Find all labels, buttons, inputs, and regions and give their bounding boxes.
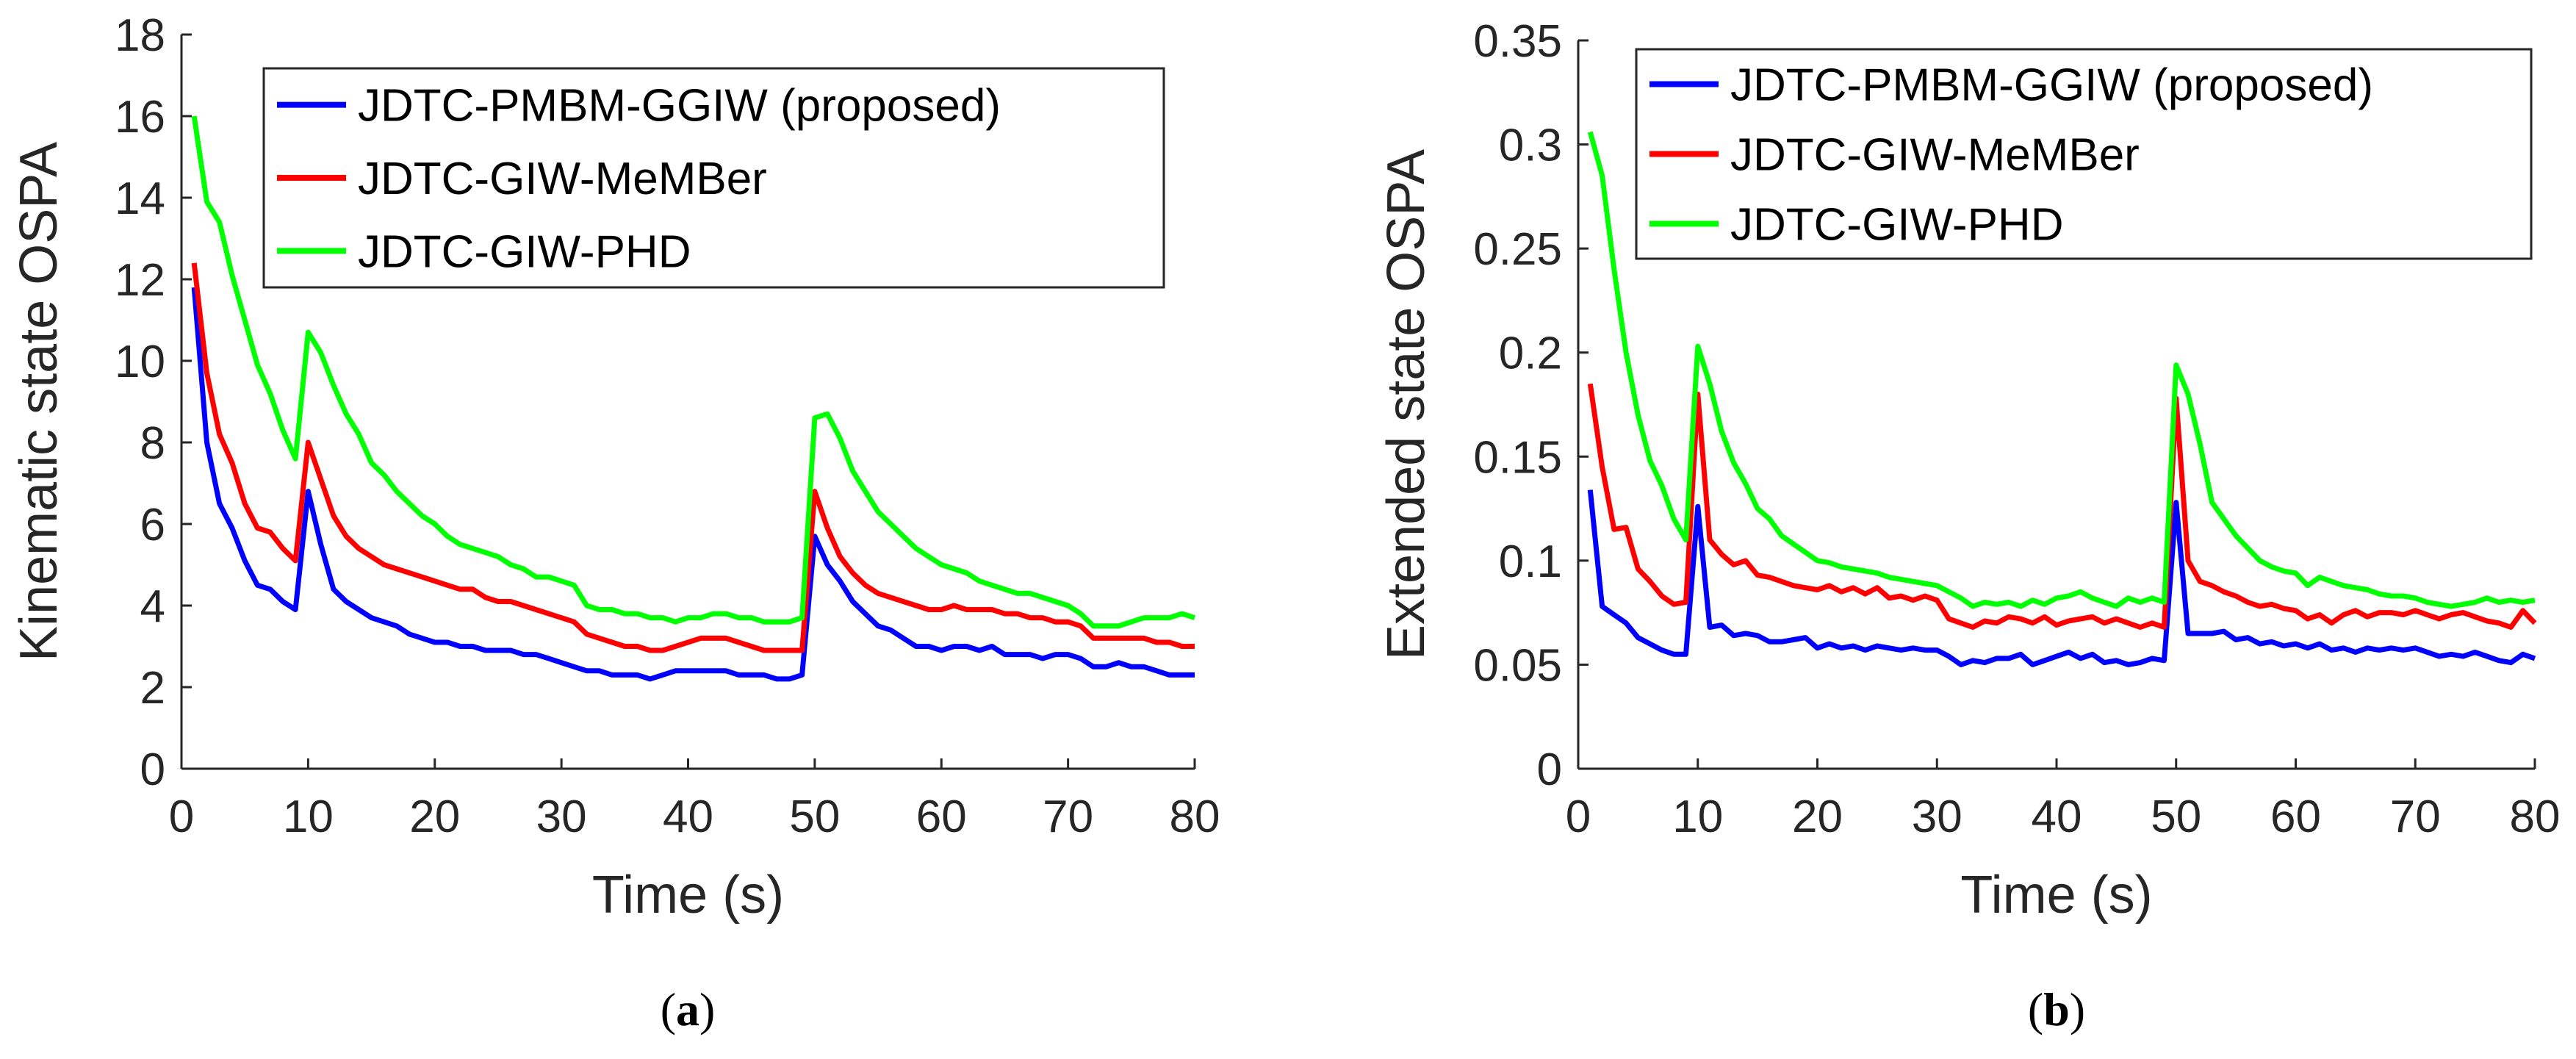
x-tick-label: 80 xyxy=(1170,791,1220,842)
y-tick-label: 10 xyxy=(115,337,165,387)
y-tick-label: 16 xyxy=(115,92,165,143)
x-tick-label: 20 xyxy=(1792,791,1843,842)
x-tick-label: 0 xyxy=(1566,791,1591,842)
panel-b: 0 10 20 30 40 50 60 70 80 0 0.05 0.1 0.15 0.2 0.25 0.3 0… xyxy=(1377,16,2560,1035)
y-tick-label: 6 xyxy=(140,500,165,550)
x-tick-label: 50 xyxy=(789,791,840,842)
x-tick-label: 0 xyxy=(169,791,194,842)
y-tick-label: 0 xyxy=(140,744,165,795)
y-tick-label: 0.15 xyxy=(1473,432,1562,483)
x-tick-label: 30 xyxy=(1912,791,1962,842)
y-tick-label: 18 xyxy=(115,10,165,61)
x-tick-label: 40 xyxy=(2032,791,2082,842)
x-tick-label: 80 xyxy=(2510,791,2561,842)
legend-label-3: JDTC-GIW-PHD xyxy=(358,226,691,277)
legend-label-2: JDTC-GIW-MeMBer xyxy=(1730,130,2140,181)
x-tick-label: 70 xyxy=(1043,791,1093,842)
series-line-3 xyxy=(191,115,1196,629)
y-tick-label: 8 xyxy=(140,418,165,469)
x-tick-label: 60 xyxy=(916,791,967,842)
y-tick-label: 0.05 xyxy=(1473,640,1562,691)
legend-box xyxy=(262,67,1165,289)
y-tick-label: 0.2 xyxy=(1499,329,1562,379)
x-tick-label: 60 xyxy=(2270,791,2321,842)
y-tick-label: 0.3 xyxy=(1499,121,1562,171)
panel-caption: (b) xyxy=(2028,983,2085,1035)
x-tick-label: 40 xyxy=(663,791,713,842)
x-tick-label: 10 xyxy=(283,791,334,842)
legend: JDTC-PMBM-GGIW (proposed) JDTC-GIW-MeMBer… xyxy=(1635,48,2533,260)
x-tick-label: 30 xyxy=(536,791,587,842)
x-tick-label: 20 xyxy=(409,791,460,842)
legend-label-2: JDTC-GIW-MeMBer xyxy=(358,154,767,204)
y-tick-label: 0.35 xyxy=(1473,16,1562,67)
y-tick-label: 0 xyxy=(1537,744,1562,795)
series-line-2 xyxy=(1587,383,2537,630)
series-line-1 xyxy=(191,287,1195,682)
y-tick-label: 12 xyxy=(115,255,165,306)
series-line-1 xyxy=(1587,489,2536,667)
y-axis-label: Extended state OSPA xyxy=(1377,149,1436,660)
series-line-3 xyxy=(1587,131,2536,609)
x-axis-label: Time (s) xyxy=(1960,866,2152,925)
x-tick-label: 50 xyxy=(2151,791,2201,842)
legend: JDTC-PMBM-GGIW (proposed) JDTC-GIW-MeMBer… xyxy=(262,67,1165,289)
panel-caption: (a) xyxy=(661,983,716,1035)
y-tick-label: 0.25 xyxy=(1473,224,1562,275)
legend-label-1: JDTC-PMBM-GGIW (proposed) xyxy=(358,81,1001,132)
y-tick-label: 2 xyxy=(140,663,165,714)
series-line-2 xyxy=(191,262,1195,653)
x-axis-label: Time (s) xyxy=(592,866,784,925)
x-tick-label: 10 xyxy=(1672,791,1723,842)
legend-label-1: JDTC-PMBM-GGIW (proposed) xyxy=(1730,60,2373,111)
legend-box xyxy=(1635,48,2533,260)
y-axis-label: Kinematic state OSPA xyxy=(10,142,68,661)
panel-a: 0 10 20 30 40 50 60 70 80 0 2 4 6 8 10 12 14 16 18 Time (s)… xyxy=(10,10,1220,1035)
legend-label-3: JDTC-GIW-PHD xyxy=(1730,200,2063,251)
x-tick-label: 70 xyxy=(2390,791,2441,842)
y-tick-label: 4 xyxy=(140,581,165,632)
y-tick-label: 14 xyxy=(115,173,165,224)
y-tick-label: 0.1 xyxy=(1499,536,1562,587)
